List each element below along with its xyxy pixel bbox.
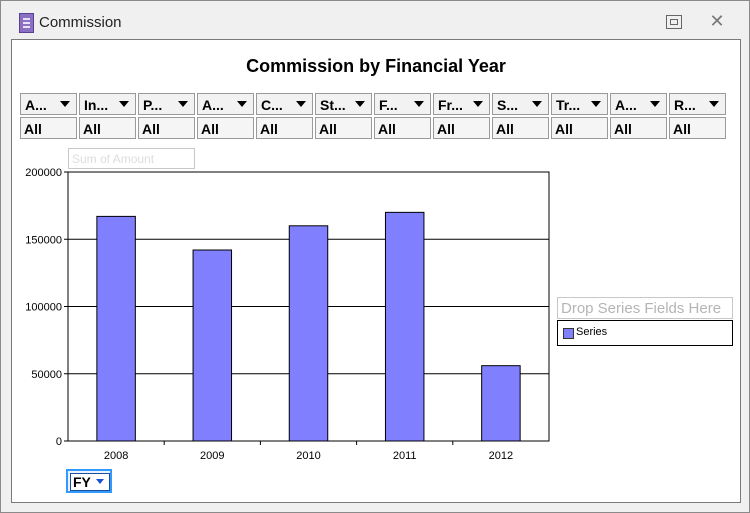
filter-field-button[interactable]: In... — [79, 93, 136, 115]
dropdown-arrow-icon — [178, 101, 188, 107]
bar — [481, 365, 521, 442]
filter-field-button[interactable]: A... — [197, 93, 254, 115]
filter-value: All — [201, 121, 219, 137]
filter-field-name: A... — [615, 97, 637, 113]
axis-field-box: FY — [70, 473, 110, 491]
x-tick-label: 2012 — [489, 450, 513, 462]
legend-swatch — [563, 328, 574, 339]
filter-field-name: A... — [25, 97, 47, 113]
filter-field-button[interactable]: S... — [492, 93, 549, 115]
plot-frame — [67, 171, 550, 442]
filter-field-name: In... — [84, 97, 109, 113]
report-title: Commission by Financial Year — [246, 56, 506, 76]
filter-field-name: S... — [497, 97, 519, 113]
filter-value: All — [673, 121, 691, 137]
filter-value: All — [319, 121, 337, 137]
filter-value: All — [83, 121, 101, 137]
filter-field-button[interactable]: Fr... — [433, 93, 490, 115]
dropdown-arrow-icon — [709, 101, 719, 107]
dropdown-arrow-icon — [355, 101, 365, 107]
close-button[interactable]: ✕ — [706, 13, 728, 31]
filter-field-name: R... — [674, 97, 696, 113]
filter-field-button[interactable]: R... — [669, 93, 726, 115]
bar — [192, 249, 233, 442]
y-tick-label: 100000 — [25, 302, 62, 314]
filter-field-button[interactable]: St... — [315, 93, 372, 115]
dropdown-arrow-icon — [650, 101, 660, 107]
close-icon: ✕ — [709, 11, 725, 32]
x-tick-label: 2010 — [296, 450, 320, 462]
filter-field-button[interactable]: A... — [20, 93, 77, 115]
bar — [288, 225, 329, 442]
x-tick-label: 2011 — [393, 450, 417, 462]
filter-value: All — [142, 121, 160, 137]
x-tick-label: 2009 — [200, 450, 224, 462]
filter-field-name: P... — [143, 97, 163, 113]
filter-field-name: Tr... — [556, 97, 581, 113]
data-field-drop-zone[interactable]: Sum of Amount — [68, 148, 195, 169]
filter-value: All — [378, 121, 396, 137]
dropdown-arrow-icon — [414, 101, 424, 107]
y-tick-label: 50000 — [31, 369, 62, 381]
filter-value: All — [24, 121, 42, 137]
filter-value-cell[interactable]: All — [551, 117, 608, 139]
legend-label: Series — [576, 326, 608, 338]
series-drop-zone[interactable]: Drop Series Fields Here — [557, 297, 733, 319]
filter-value-cell[interactable]: All — [79, 117, 136, 139]
dropdown-arrow-icon — [296, 101, 306, 107]
filter-value: All — [614, 121, 632, 137]
legend: Series — [557, 320, 733, 346]
filter-value-cell[interactable]: All — [20, 117, 77, 139]
filter-field-button[interactable]: F... — [374, 93, 431, 115]
y-tick-label: 150000 — [25, 234, 62, 246]
x-tick-label: 2008 — [104, 450, 128, 462]
filter-value-cell[interactable]: All — [492, 117, 549, 139]
bar — [384, 211, 425, 442]
dropdown-arrow-icon — [237, 101, 247, 107]
filter-value: All — [496, 121, 514, 137]
filter-field-name: A... — [202, 97, 224, 113]
filter-value: All — [437, 121, 455, 137]
dropdown-arrow-icon — [473, 101, 483, 107]
filter-value-cell[interactable]: All — [256, 117, 313, 139]
filter-value-cell[interactable]: All — [610, 117, 667, 139]
bar-chart: 0 50000 100000 150000 200000 2008 2009 2010 2011… — [25, 167, 550, 462]
dropdown-arrow-icon — [60, 101, 70, 107]
filter-value-cell[interactable]: All — [374, 117, 431, 139]
dropdown-arrow-icon — [532, 101, 542, 107]
filter-value-cell[interactable]: All — [669, 117, 726, 139]
restore-button[interactable] — [663, 13, 685, 31]
filter-value-cell[interactable]: All — [433, 117, 490, 139]
window-title: Commission — [39, 14, 122, 31]
filter-field-button[interactable]: Tr... — [551, 93, 608, 115]
filter-value-cell[interactable]: All — [138, 117, 195, 139]
filter-value: All — [555, 121, 573, 137]
filter-field-button[interactable]: A... — [610, 93, 667, 115]
pivot-chart-area: Commission by Financial Year A... All In..… — [11, 39, 741, 503]
title-bar: Commission ✕ — [1, 1, 749, 37]
bar — [96, 215, 136, 442]
filter-field-button[interactable]: P... — [138, 93, 195, 115]
filter-value-cell[interactable]: All — [315, 117, 372, 139]
axis-field-label: FY — [73, 474, 91, 490]
dropdown-arrow-icon — [119, 101, 129, 107]
filter-value-cell[interactable]: All — [197, 117, 254, 139]
filter-field-name: St... — [320, 97, 346, 113]
filter-field-name: Fr... — [438, 97, 463, 113]
filter-field-name: C... — [261, 97, 283, 113]
dropdown-arrow-icon — [591, 101, 601, 107]
filter-value: All — [260, 121, 278, 137]
y-tick-label: 0 — [56, 436, 62, 448]
filter-field-button[interactable]: C... — [256, 93, 313, 115]
y-tick-label: 200000 — [25, 167, 62, 179]
app-icon — [19, 13, 34, 33]
axis-field-button[interactable]: FY — [66, 469, 112, 493]
filter-field-name: F... — [379, 97, 398, 113]
dropdown-arrow-icon — [96, 479, 104, 484]
